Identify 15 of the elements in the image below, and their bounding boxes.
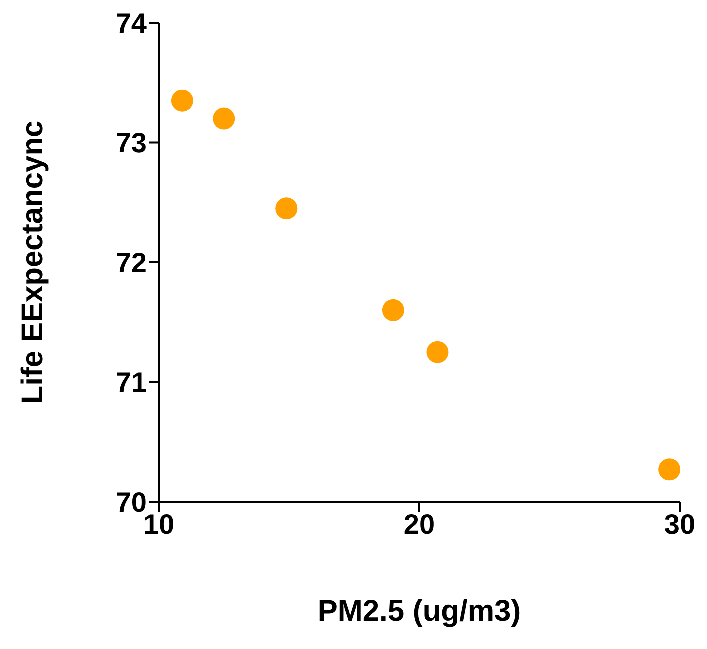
point xyxy=(382,299,404,322)
y-tick-label: 73 xyxy=(116,128,147,159)
y-tick-label: 74 xyxy=(116,8,148,39)
point xyxy=(171,90,194,112)
y-tick-label: 70 xyxy=(116,486,147,518)
point xyxy=(276,198,298,220)
x-tick-label: 20 xyxy=(404,508,436,540)
y-tick-label: 72 xyxy=(116,247,147,278)
point xyxy=(213,108,236,130)
point xyxy=(426,341,449,364)
x-tick-label: 30 xyxy=(664,508,696,540)
point xyxy=(658,458,680,481)
x-axis-title: PM2.5 (ug/m3) xyxy=(318,595,522,628)
y-axis-title: Life EExpectancync xyxy=(16,120,50,404)
y-tick-label: 71 xyxy=(116,367,147,398)
